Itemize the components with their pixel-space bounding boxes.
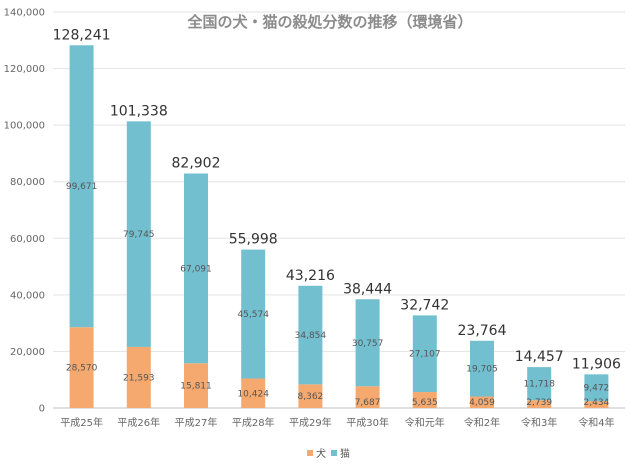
bar-dog bbox=[355, 386, 380, 408]
data-label-total: 128,241 bbox=[53, 27, 111, 43]
data-label-total: 43,216 bbox=[286, 268, 335, 284]
bar-dog bbox=[241, 378, 266, 408]
data-label-cat: 45,574 bbox=[237, 310, 269, 320]
bar-dog bbox=[527, 400, 552, 408]
data-label-total: 82,902 bbox=[172, 156, 221, 172]
y-tick-label: 60,000 bbox=[10, 234, 45, 245]
y-tick-label: 40,000 bbox=[10, 290, 45, 301]
legend-label: 猫 bbox=[340, 447, 350, 460]
data-label-total: 101,338 bbox=[110, 103, 168, 119]
data-label-cat: 99,671 bbox=[66, 182, 98, 192]
data-label-dog: 4,059 bbox=[469, 398, 495, 408]
data-labels: 28,570 99,671 128,241 21,593 79,745 101,338 15… bbox=[53, 27, 621, 408]
y-tick-label: 20,000 bbox=[10, 347, 45, 358]
bar-cat bbox=[241, 249, 266, 379]
x-tick-label: 令和4年 bbox=[578, 416, 614, 429]
data-label-cat: 34,854 bbox=[295, 331, 327, 341]
bars bbox=[69, 45, 609, 408]
legend-label: 犬 bbox=[316, 447, 326, 460]
bar-cat bbox=[184, 173, 208, 364]
data-label-cat: 19,705 bbox=[466, 365, 498, 375]
x-tick-label: 平成27年 bbox=[175, 416, 218, 429]
data-label-dog: 21,593 bbox=[123, 373, 155, 383]
data-label-dog: 28,570 bbox=[66, 364, 98, 374]
data-label-cat: 9,472 bbox=[584, 384, 610, 394]
chart-title: 全国の犬・猫の殺処分数の推移（環境省） bbox=[186, 13, 472, 31]
data-label-total: 32,742 bbox=[400, 297, 449, 313]
y-tick-label: 80,000 bbox=[10, 177, 45, 188]
bar-cat bbox=[470, 340, 494, 397]
data-label-dog: 15,811 bbox=[180, 382, 212, 392]
data-label-total: 11,906 bbox=[572, 356, 621, 372]
data-label-dog: 5,635 bbox=[412, 398, 438, 408]
x-tick-label: 令和2年 bbox=[464, 416, 500, 429]
bar-dog bbox=[184, 363, 208, 408]
data-label-cat: 27,107 bbox=[409, 350, 441, 360]
x-axis-ticks: 平成25年 平成26年 平成27年 平成28年 平成29年 平成30年 令和元年 令和2年 令和… bbox=[60, 416, 614, 429]
x-tick-label: 平成26年 bbox=[117, 416, 160, 429]
bar-cat bbox=[126, 121, 151, 347]
legend-swatch bbox=[307, 450, 313, 456]
x-tick-label: 平成28年 bbox=[232, 416, 275, 429]
data-label-cat: 30,757 bbox=[352, 339, 384, 349]
data-label-cat: 67,091 bbox=[180, 264, 212, 274]
data-label-total: 14,457 bbox=[515, 349, 564, 365]
data-label-total: 23,764 bbox=[458, 323, 507, 339]
bar-cat bbox=[69, 45, 94, 328]
data-label-cat: 79,745 bbox=[123, 230, 155, 240]
x-tick-label: 令和元年 bbox=[405, 416, 445, 429]
y-tick-label: 120,000 bbox=[4, 64, 45, 75]
y-axis-ticks: 0 20,000 40,000 60,000 80,000 100,000 120,000 1… bbox=[4, 8, 45, 415]
bar-dog bbox=[69, 327, 94, 408]
y-tick-label: 100,000 bbox=[4, 121, 45, 132]
bar-dog bbox=[470, 396, 494, 408]
legend-swatch bbox=[331, 450, 337, 456]
bar-dog bbox=[298, 384, 323, 408]
y-tick-label: 140,000 bbox=[4, 8, 45, 19]
data-label-total: 38,444 bbox=[343, 281, 392, 297]
data-label-dog: 10,424 bbox=[237, 389, 269, 399]
bar-dog bbox=[126, 346, 151, 408]
data-label-cat: 11,718 bbox=[523, 380, 555, 390]
bar-cat bbox=[412, 315, 437, 393]
data-label-dog: 2,739 bbox=[526, 398, 552, 408]
x-tick-label: 令和3年 bbox=[521, 416, 557, 429]
data-label-dog: 2,434 bbox=[584, 398, 610, 408]
legend: 犬猫 bbox=[307, 447, 350, 460]
x-tick-label: 平成30年 bbox=[346, 416, 389, 429]
x-tick-label: 平成29年 bbox=[289, 416, 332, 429]
data-label-total: 55,998 bbox=[229, 232, 278, 248]
y-tick-label: 0 bbox=[39, 404, 45, 415]
bar-cat bbox=[527, 367, 552, 401]
bar-cat bbox=[584, 374, 609, 402]
data-label-dog: 8,362 bbox=[298, 392, 324, 402]
data-label-dog: 7,687 bbox=[355, 398, 381, 408]
bar-dog bbox=[584, 401, 609, 408]
bar-cat bbox=[298, 285, 323, 385]
bar-cat bbox=[355, 299, 380, 387]
bar-dog bbox=[412, 392, 437, 408]
x-tick-label: 平成25年 bbox=[60, 416, 103, 429]
